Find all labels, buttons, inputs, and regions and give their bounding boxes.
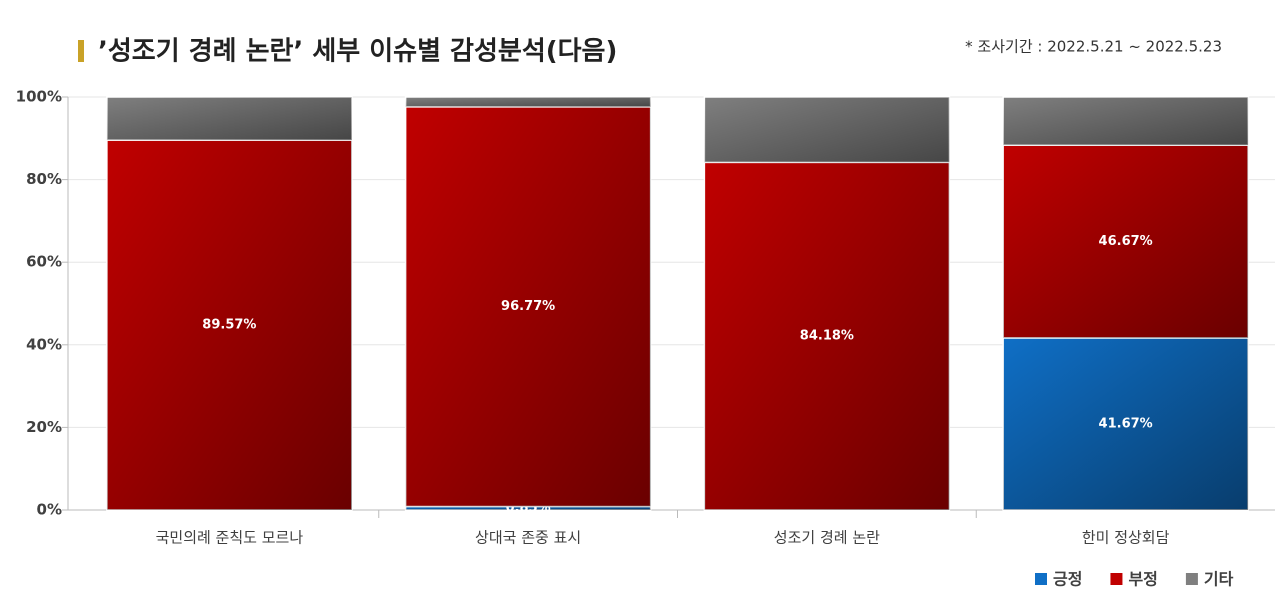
legend-swatch	[1035, 573, 1047, 585]
data-label: 46.67%	[1099, 234, 1153, 249]
data-label: 96.77%	[501, 299, 555, 314]
legend-label: 기타	[1204, 570, 1234, 589]
chart-subtitle: * 조사기간 : 2022.5.21 ~ 2022.5.23	[965, 38, 1222, 56]
data-label: 41.67%	[1099, 416, 1153, 431]
bar-shade	[106, 97, 352, 141]
bar-shade	[405, 97, 651, 107]
y-tick-label: 80%	[26, 170, 62, 188]
bar-shade	[704, 97, 950, 163]
legend-swatch	[1110, 573, 1123, 585]
y-tick-label: 40%	[26, 335, 62, 353]
data-label: 84.18%	[800, 329, 854, 344]
y-tick-label: 0%	[37, 501, 62, 519]
legend-label: 긍정	[1053, 570, 1082, 589]
chart-title: ’성조기 경례 논란’ 세부 이슈별 감성분석(다음)	[98, 37, 617, 67]
bar-shade	[1003, 337, 1249, 510]
bar-shade	[405, 106, 651, 507]
x-tick-label: 성조기 경례 논란	[774, 529, 880, 547]
x-tick-label: 국민의례 준칙도 모르나	[156, 529, 304, 547]
y-tick-label: 100%	[16, 88, 62, 106]
legend-label: 부정	[1128, 570, 1157, 589]
data-label: 89.57%	[202, 318, 256, 333]
y-tick-label: 20%	[26, 418, 62, 436]
bar-shade	[704, 162, 950, 510]
x-tick-label: 한미 정상회담	[1082, 529, 1170, 547]
bar-shade	[1003, 145, 1249, 338]
legend-swatch	[1185, 573, 1198, 585]
bar-shade	[106, 140, 352, 510]
bar-shade	[1003, 97, 1249, 146]
y-tick-label: 60%	[26, 253, 62, 271]
bar-shade	[405, 506, 651, 510]
title-marker	[78, 40, 84, 62]
x-tick-label: 상대국 존중 표시	[475, 529, 581, 547]
